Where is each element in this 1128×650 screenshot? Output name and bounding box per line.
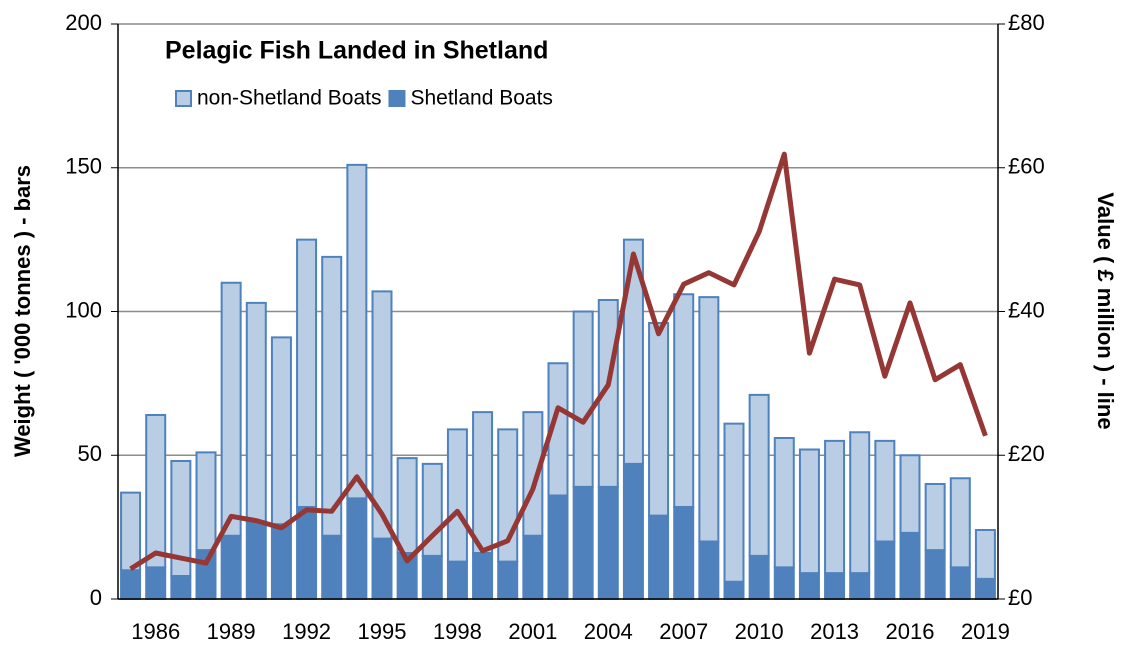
- bar: [949, 477, 971, 569]
- x-tick-label: 2013: [810, 619, 859, 644]
- bar: [974, 577, 996, 600]
- bar: [220, 534, 242, 600]
- x-tick-label: 2010: [735, 619, 784, 644]
- bar: [296, 506, 318, 600]
- x-tick-label: 1989: [207, 619, 256, 644]
- bar: [798, 448, 820, 575]
- bar: [245, 301, 267, 523]
- bar: [371, 290, 393, 540]
- bar: [974, 529, 996, 580]
- x-tick-label: 1998: [433, 619, 482, 644]
- y2-tick-label: £20: [1008, 441, 1045, 466]
- bar: [622, 238, 644, 465]
- bar: [396, 457, 418, 554]
- bar: [773, 437, 795, 569]
- bar: [472, 411, 494, 554]
- bar: [597, 485, 619, 600]
- y-tick-label: 100: [65, 297, 102, 322]
- bar: [849, 572, 871, 600]
- bar: [120, 491, 142, 572]
- bar: [723, 580, 745, 600]
- bar: [849, 431, 871, 575]
- x-tick-label: 2016: [886, 619, 935, 644]
- x-tick-label: 1986: [131, 619, 180, 644]
- x-tick-label: 2004: [584, 619, 633, 644]
- bar: [899, 454, 921, 534]
- bar: [270, 523, 292, 600]
- bar: [597, 299, 619, 488]
- y-tick-label: 200: [65, 10, 102, 35]
- bar: [472, 552, 494, 600]
- bar: [245, 520, 267, 600]
- x-tick-label: 2019: [961, 619, 1010, 644]
- bar: [798, 572, 820, 600]
- bar: [723, 422, 745, 583]
- bar: [346, 497, 368, 600]
- bar: [321, 255, 343, 537]
- bar: [321, 534, 343, 600]
- bar: [773, 566, 795, 600]
- y2-tick-label: £80: [1008, 10, 1045, 35]
- x-tick-label: 2007: [659, 619, 708, 644]
- bar: [195, 451, 217, 552]
- bar: [522, 411, 544, 537]
- bar: [824, 572, 846, 600]
- chart-title: Pelagic Fish Landed in Shetland: [165, 37, 548, 65]
- bar: [145, 566, 167, 600]
- bar: [270, 336, 292, 526]
- bar: [572, 485, 594, 600]
- bar: [899, 531, 921, 600]
- bar: [924, 483, 946, 552]
- bar: [446, 560, 468, 600]
- bar: [547, 494, 569, 600]
- bar: [748, 554, 770, 600]
- bar: [120, 569, 142, 600]
- legend-swatch: [388, 90, 406, 107]
- bar: [648, 322, 670, 517]
- x-tick-label: 1995: [358, 619, 407, 644]
- bar: [170, 575, 192, 600]
- bar: [170, 460, 192, 577]
- bar: [145, 414, 167, 569]
- bar: [195, 549, 217, 600]
- y-axis-label: Weight ( '000 tonnes ) - bars: [10, 165, 35, 457]
- bar: [220, 281, 242, 537]
- bar: [648, 514, 670, 600]
- bar: [547, 362, 569, 497]
- bar: [346, 163, 368, 500]
- bar: [874, 439, 896, 543]
- bar: [296, 238, 318, 508]
- bar: [924, 549, 946, 600]
- y2-axis-label: Value ( £ million ) - line: [1093, 192, 1118, 429]
- y2-tick-label: £40: [1008, 297, 1045, 322]
- bar: [698, 540, 720, 600]
- legend-label: Shetland Boats: [410, 87, 552, 110]
- x-tick-label: 1992: [282, 619, 331, 644]
- bar: [371, 537, 393, 600]
- bar: [673, 293, 695, 508]
- legend-label: non-Shetland Boats: [197, 87, 381, 110]
- value-line: [129, 151, 988, 571]
- legend-swatch: [175, 90, 192, 107]
- bar: [572, 310, 594, 488]
- bar: [673, 506, 695, 600]
- bar: [874, 540, 896, 600]
- bar: [748, 393, 770, 557]
- bar: [698, 296, 720, 543]
- y-tick-label: 150: [65, 154, 102, 179]
- bar: [421, 554, 443, 600]
- y2-tick-label: £0: [1008, 585, 1032, 610]
- bar: [446, 428, 468, 563]
- y-tick-label: 50: [78, 441, 102, 466]
- bar: [824, 439, 846, 575]
- bar: [522, 534, 544, 600]
- bar: [949, 566, 971, 600]
- x-tick-label: 2001: [508, 619, 557, 644]
- bar: [622, 462, 644, 600]
- bar: [497, 560, 519, 600]
- y2-tick-label: £60: [1008, 154, 1045, 179]
- y-tick-label: 0: [90, 585, 102, 610]
